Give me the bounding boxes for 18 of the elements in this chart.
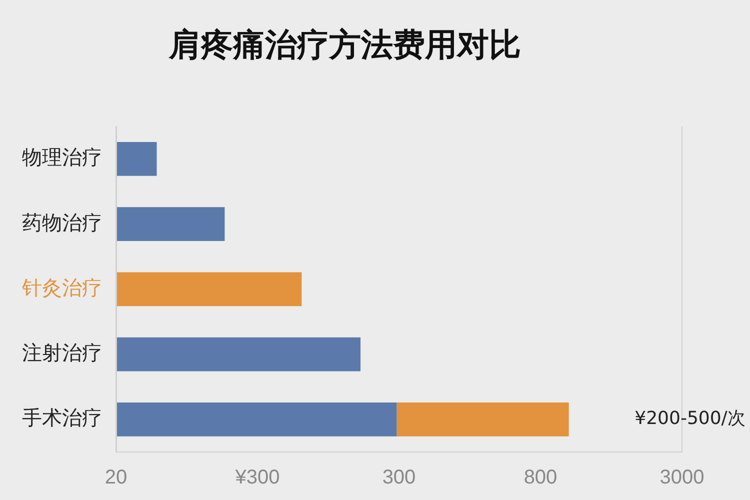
chart-title: 肩疼痛治疗方法费用对比 — [168, 26, 521, 64]
text: ¥300 — [234, 466, 280, 489]
bar — [116, 207, 225, 242]
text: 300 — [382, 466, 416, 489]
y-tick-label: 药物治疗 — [22, 210, 102, 234]
text: 20 — [104, 466, 128, 489]
bar — [116, 337, 361, 372]
text: ¥200-500/次 — [634, 408, 746, 430]
y-tick-label: 物理治疗 — [22, 145, 102, 170]
y-tick-label: 针灸治疗 — [21, 275, 102, 300]
bar — [116, 142, 157, 176]
bar — [116, 272, 302, 306]
y-tick-label: 手术治疗 — [22, 406, 102, 430]
text: 3000 — [660, 466, 704, 489]
bar — [396, 402, 569, 436]
text: 800 — [524, 466, 558, 489]
bar — [116, 402, 397, 436]
y-tick-label: 注射治疗 — [22, 340, 102, 365]
